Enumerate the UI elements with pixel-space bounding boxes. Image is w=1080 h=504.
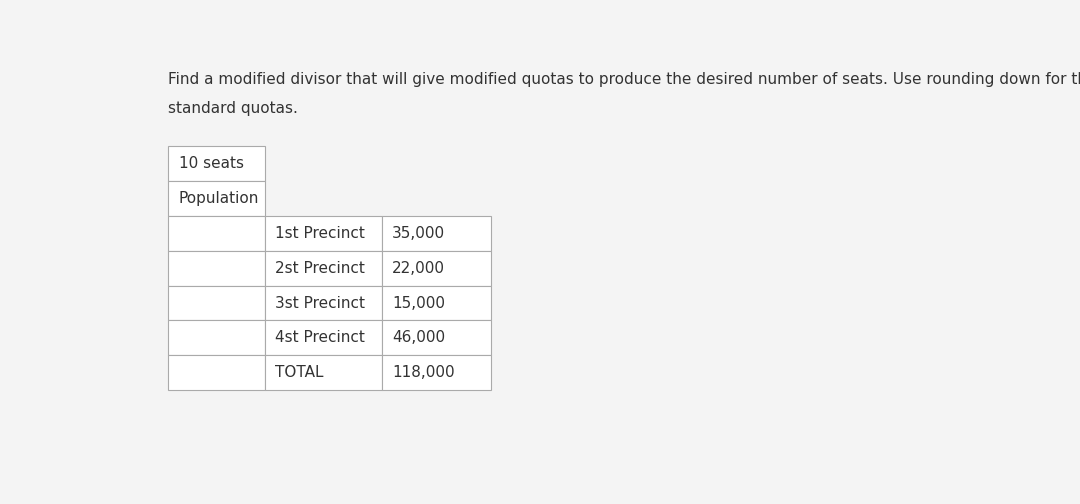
Text: standard quotas.: standard quotas. bbox=[168, 101, 298, 116]
Text: 118,000: 118,000 bbox=[392, 365, 455, 381]
Bar bbox=[168, 321, 265, 355]
Text: 1st Precinct: 1st Precinct bbox=[274, 226, 365, 241]
Text: TOTAL: TOTAL bbox=[274, 365, 323, 381]
Text: 15,000: 15,000 bbox=[392, 295, 445, 310]
Text: 3st Precinct: 3st Precinct bbox=[274, 295, 365, 310]
Bar bbox=[265, 355, 382, 391]
Text: Population: Population bbox=[178, 191, 259, 206]
Text: 2st Precinct: 2st Precinct bbox=[274, 261, 365, 276]
Bar bbox=[382, 216, 490, 250]
Bar bbox=[168, 286, 265, 321]
Bar bbox=[382, 286, 490, 321]
Bar bbox=[382, 250, 490, 286]
Text: 46,000: 46,000 bbox=[392, 331, 445, 345]
Bar bbox=[168, 355, 265, 391]
Bar bbox=[168, 216, 265, 250]
Text: 4st Precinct: 4st Precinct bbox=[274, 331, 365, 345]
Bar bbox=[265, 216, 382, 250]
Bar bbox=[168, 250, 265, 286]
Bar bbox=[265, 250, 382, 286]
Text: Find a modified divisor that will give modified quotas to produce the desired nu: Find a modified divisor that will give m… bbox=[168, 72, 1080, 87]
Bar bbox=[265, 321, 382, 355]
Bar bbox=[265, 286, 382, 321]
Bar bbox=[168, 181, 265, 216]
Bar bbox=[382, 321, 490, 355]
Text: 10 seats: 10 seats bbox=[178, 156, 243, 171]
Bar bbox=[382, 355, 490, 391]
Bar bbox=[168, 146, 265, 181]
Text: 35,000: 35,000 bbox=[392, 226, 445, 241]
Text: 22,000: 22,000 bbox=[392, 261, 445, 276]
